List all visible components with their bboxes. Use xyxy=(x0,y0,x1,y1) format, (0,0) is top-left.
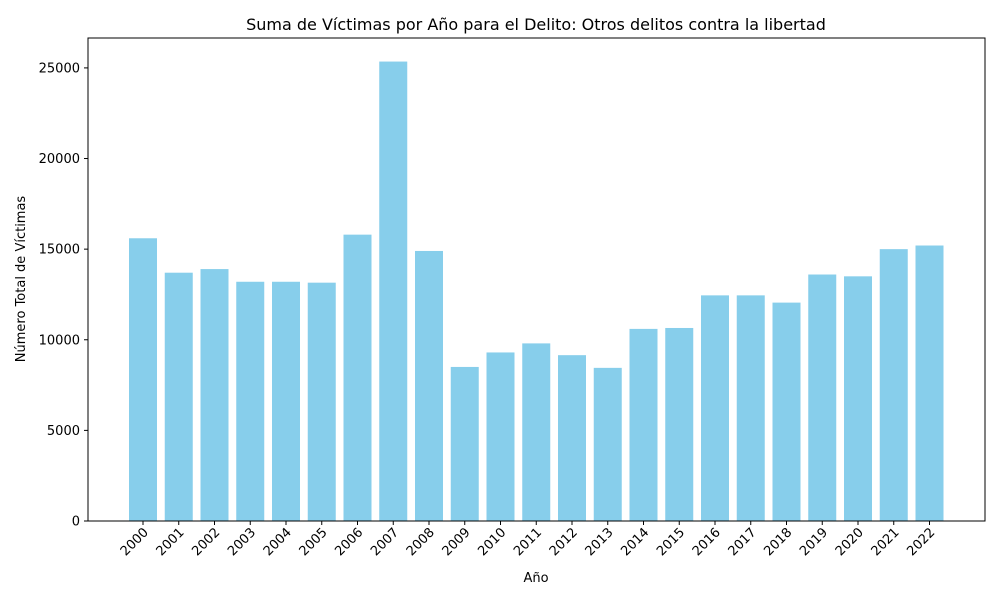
bar-2000 xyxy=(129,238,157,521)
bar-2020 xyxy=(844,276,872,521)
bar-2004 xyxy=(272,281,300,521)
bar-2007 xyxy=(379,61,408,521)
bar-2006 xyxy=(343,234,372,521)
y-tick-label: 5000 xyxy=(47,424,80,439)
bar-2021 xyxy=(879,249,908,522)
bar-2015 xyxy=(665,327,694,521)
bar-2001 xyxy=(164,272,193,521)
bar-2002 xyxy=(200,269,229,521)
y-tick-label: 15000 xyxy=(39,243,80,258)
x-tick-label: 2005 xyxy=(297,525,331,559)
bar-2018 xyxy=(772,302,801,521)
plot-frame xyxy=(87,37,986,522)
x-tick-label: 2021 xyxy=(869,525,903,559)
x-tick-label: 2015 xyxy=(654,525,688,559)
bar-2003 xyxy=(236,281,265,521)
y-tick-label: 20000 xyxy=(39,152,80,167)
x-tick-label: 2007 xyxy=(368,525,402,559)
y-tick-label: 10000 xyxy=(39,333,80,348)
bar-2010 xyxy=(486,352,515,521)
bar-2011 xyxy=(522,343,551,521)
x-tick-label: 2014 xyxy=(618,525,652,559)
bar-2019 xyxy=(808,274,837,521)
x-tick-label: 2013 xyxy=(583,525,617,559)
bar-2013 xyxy=(593,367,622,521)
x-tick-label: 2004 xyxy=(261,525,295,559)
x-tick-label: 2006 xyxy=(332,525,366,559)
x-tick-label: 2022 xyxy=(904,525,938,559)
x-tick-label: 2012 xyxy=(547,525,581,559)
x-tick-label: 2019 xyxy=(797,525,831,559)
y-tick-label: 0 xyxy=(72,515,80,530)
x-tick-label: 2000 xyxy=(118,525,152,559)
x-tick-label: 2018 xyxy=(761,525,795,559)
bars-group xyxy=(129,61,944,522)
bar-2016 xyxy=(701,295,729,521)
x-tick-label: 2002 xyxy=(189,525,223,559)
x-tick-label: 2010 xyxy=(475,525,509,559)
x-tick-label: 2017 xyxy=(726,525,760,559)
bar-2012 xyxy=(558,355,586,521)
x-axis-label: Año xyxy=(523,571,548,586)
bar-2005 xyxy=(307,282,336,521)
bar-2009 xyxy=(450,366,479,521)
x-tick-label: 2003 xyxy=(225,525,259,559)
x-axis-ticks: 2000 2001 2002 2003 2004 2005 2006 2007 2008 2009… xyxy=(118,521,938,559)
bar-2022 xyxy=(915,245,944,521)
x-tick-label: 2016 xyxy=(690,525,724,559)
x-tick-label: 2001 xyxy=(154,525,188,559)
y-axis-ticks: 0 5000 10000 15000 20000 25000 xyxy=(39,61,88,530)
bar-2017 xyxy=(736,295,765,521)
x-tick-label: 2009 xyxy=(440,525,474,559)
y-axis-label: Número Total de Víctimas xyxy=(14,196,29,363)
x-tick-label: 2011 xyxy=(511,525,545,559)
bar-2014 xyxy=(629,328,658,521)
y-tick-label: 25000 xyxy=(39,61,80,76)
chart-title: Suma de Víctimas por Año para el Delito:… xyxy=(246,15,826,34)
bar-2008 xyxy=(415,250,443,522)
x-tick-label: 2008 xyxy=(404,525,438,559)
x-tick-label: 2020 xyxy=(833,525,867,559)
